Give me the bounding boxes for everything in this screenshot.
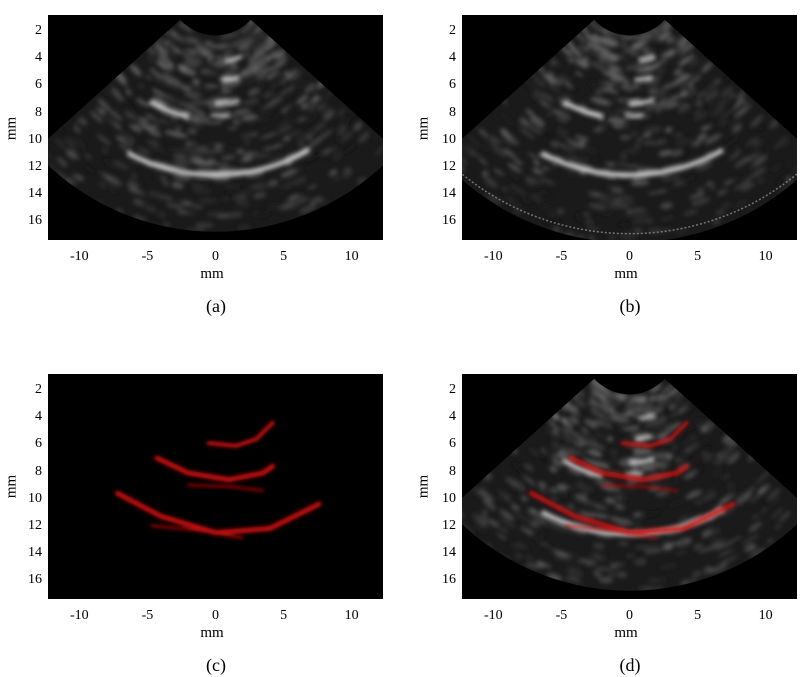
y-tick-label: 2: [35, 23, 42, 39]
x-tick-label: 10: [344, 608, 359, 623]
y-tick-label: 14: [28, 544, 42, 560]
y-tick-label: 10: [442, 490, 456, 506]
x-tick-label: -10: [69, 249, 89, 264]
ultrasound-image-c: [48, 374, 383, 599]
bmode-speckle: [48, 19, 383, 232]
y-tick-label: 2: [35, 382, 42, 398]
x-tick-label: 5: [694, 608, 702, 623]
vessel-overlay: [528, 420, 736, 540]
x-axis-label-c: mm: [200, 625, 224, 641]
x-axis-label-b: mm: [614, 266, 638, 282]
y-tick-label: 8: [35, 104, 42, 120]
y-tick-label: 14: [442, 185, 456, 201]
y-tick-label: 10: [28, 490, 42, 506]
x-tick-label: 10: [758, 249, 773, 264]
y-tick-label: 12: [442, 158, 456, 174]
bmode-speckle: [462, 378, 797, 591]
y-tick-label: 12: [28, 158, 42, 174]
x-tick-label: 5: [694, 249, 702, 264]
x-tick-label: -5: [555, 249, 568, 264]
x-tick-label: -10: [69, 608, 89, 623]
y-tick-label: 6: [449, 436, 456, 452]
scan-svg: [462, 378, 797, 591]
caption-d: (d): [619, 655, 641, 675]
vessel-overlay: [114, 420, 322, 540]
caption-b: (b): [619, 296, 641, 316]
x-tick-label: 5: [280, 249, 288, 264]
y-tick-label: 14: [28, 185, 42, 201]
x-tick-label: -5: [555, 608, 568, 623]
y-tick-label: 4: [35, 50, 42, 66]
scan-svg: [114, 420, 322, 540]
y-tick-label: 10: [442, 131, 456, 147]
y-tick-label: 8: [449, 104, 456, 120]
x-tick-label: -10: [483, 608, 503, 623]
y-tick-label: 16: [442, 572, 456, 588]
x-tick-label: 0: [626, 249, 633, 264]
ultrasound-image-d: [462, 374, 797, 599]
caption-a: (a): [206, 296, 226, 316]
y-tick-label: 4: [35, 409, 42, 425]
y-tick-label: 8: [35, 463, 42, 479]
y-tick-label: 10: [28, 131, 42, 147]
y-tick-label: 2: [449, 382, 456, 398]
x-tick-label: -5: [141, 608, 154, 623]
caption-c: (c): [206, 655, 226, 675]
x-tick-label: 0: [212, 608, 219, 623]
y-tick-label: 6: [449, 77, 456, 93]
y-tick-label: 12: [28, 517, 42, 533]
y-tick-label: 4: [449, 50, 456, 66]
y-tick-label: 6: [35, 436, 42, 452]
y-tick-label: 16: [28, 572, 42, 588]
x-tick-label: 0: [212, 249, 219, 264]
x-axis-label-a: mm: [200, 266, 224, 282]
x-tick-label: 10: [758, 608, 773, 623]
ultrasound-image-a: [48, 15, 383, 240]
scan-svg: [462, 19, 797, 240]
x-axis-label-d: mm: [614, 625, 638, 641]
y-tick-label: 14: [442, 544, 456, 560]
y-tick-label: 12: [442, 517, 456, 533]
scan-svg: [48, 19, 383, 232]
y-tick-label: 2: [449, 23, 456, 39]
y-tick-label: 6: [35, 77, 42, 93]
ultrasound-image-b: [462, 15, 797, 240]
x-tick-label: 5: [280, 608, 288, 623]
y-tick-label: 8: [449, 463, 456, 479]
y-tick-label: 4: [449, 409, 456, 425]
x-tick-label: 0: [626, 608, 633, 623]
x-tick-label: -5: [141, 249, 154, 264]
bottom-reverb-arc: [462, 172, 797, 235]
x-tick-label: 10: [344, 249, 359, 264]
bmode-speckle: [462, 19, 797, 240]
y-tick-label: 16: [442, 213, 456, 229]
y-tick-label: 16: [28, 213, 42, 229]
x-tick-label: -10: [483, 249, 503, 264]
